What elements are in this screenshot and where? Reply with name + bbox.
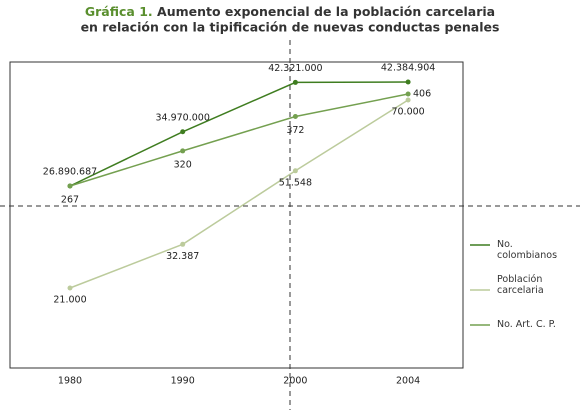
point: [405, 79, 411, 85]
title-line: en relación con la tipificación de nueva…: [81, 20, 500, 35]
data-label: 406: [413, 89, 431, 100]
data-label: 32.387: [166, 251, 199, 262]
x-tick-label: 2000: [283, 376, 307, 387]
data-label: 372: [286, 125, 304, 136]
point: [405, 97, 411, 103]
point: [292, 79, 298, 85]
title-line: Aumento exponencial de la población carc…: [157, 4, 495, 19]
data-label: 42.384.904: [381, 63, 435, 74]
legend-label: Población carcelaria: [497, 274, 544, 296]
data-label: 51.548: [279, 177, 312, 188]
data-label: 21.000: [53, 295, 86, 306]
point: [180, 148, 186, 154]
series-line: [69, 81, 409, 187]
chart-title: Gráfica 1. Aumento exponencial de la pob…: [85, 4, 495, 19]
point: [180, 129, 186, 135]
data-label: 26.890.687: [43, 167, 97, 178]
x-tick-label: 2004: [396, 376, 420, 387]
data-label: 320: [174, 159, 192, 170]
point: [292, 168, 298, 174]
plot-frame: [9, 61, 464, 369]
legend-label: No. Art. C. P.: [497, 319, 556, 330]
data-label: 34.970.000: [155, 112, 209, 123]
figure-label: Gráfica 1.: [85, 4, 153, 19]
series-line: [69, 99, 409, 289]
point: [180, 241, 186, 247]
point: [67, 285, 73, 291]
x-tick-label: 1990: [171, 376, 195, 387]
data-label: 70.000: [391, 107, 424, 118]
point: [67, 183, 73, 189]
point: [405, 91, 411, 97]
point: [292, 114, 298, 120]
series-line: [69, 93, 409, 187]
x-tick-label: 1980: [58, 376, 82, 387]
data-label: 267: [61, 195, 79, 206]
legend-label: No. colombianos: [497, 239, 558, 261]
data-label: 42.321.000: [268, 63, 322, 74]
